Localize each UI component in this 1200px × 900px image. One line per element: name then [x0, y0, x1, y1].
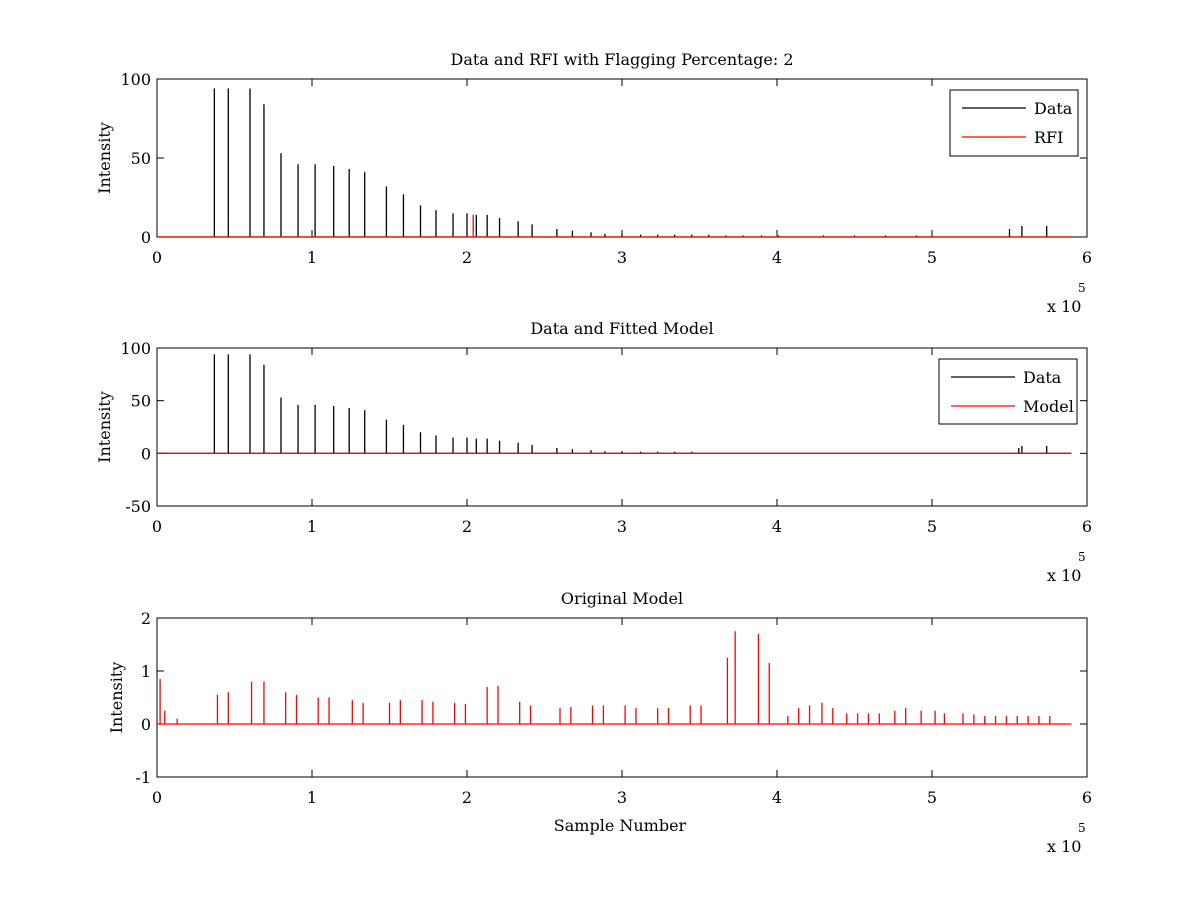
- x-tick-label: 3: [617, 517, 627, 536]
- plot-area: [157, 88, 1072, 237]
- x-tick-label: 1: [307, 517, 317, 536]
- y-tick-label: 100: [120, 339, 151, 358]
- x-exponent-label: x 10: [1047, 837, 1081, 856]
- legend-box: [949, 89, 1079, 157]
- x-tick-label: 4: [772, 248, 782, 267]
- chart-title: Data and RFI with Flagging Percentage: 2: [450, 50, 793, 69]
- axes-frame: [156, 347, 1088, 507]
- chart-title: Data and Fitted Model: [530, 319, 713, 338]
- y-tick-label: 100: [120, 70, 151, 89]
- series-1: [157, 631, 1072, 725]
- y-tick-label: 2: [141, 609, 151, 628]
- x-tick-label: 6: [1082, 517, 1092, 536]
- legend: Data RFI: [949, 89, 1079, 157]
- y-tick-label: 0: [141, 715, 151, 734]
- axes-frame: [156, 78, 1088, 238]
- subplot-2: Data and Fitted Model Intensity 0 1 2 3 4 5 6 -50…: [95, 319, 1092, 585]
- y-tick-label: 50: [131, 392, 151, 411]
- legend-label: Model: [1023, 397, 1074, 416]
- x-tick-label: 6: [1082, 248, 1092, 267]
- series-2: [157, 214, 1072, 237]
- legend-label: Data: [1023, 368, 1062, 387]
- x-tick-label: 1: [307, 788, 317, 807]
- x-tick-label: 0: [152, 517, 162, 536]
- legend-label: Data: [1034, 99, 1073, 118]
- series-1: [157, 88, 1072, 237]
- x-tick-label: 1: [307, 248, 317, 267]
- subplots: Data and RFI with Flagging Percentage: 2…: [95, 50, 1092, 856]
- x-tick-label: 5: [927, 248, 937, 267]
- x-exponent-power: 5: [1078, 550, 1086, 564]
- y-tick-label: 50: [131, 149, 151, 168]
- x-tick-label: 5: [927, 517, 937, 536]
- x-exponent-label: x 10: [1047, 566, 1081, 585]
- x-tick-label: 2: [462, 788, 472, 807]
- plot-area: [157, 354, 1072, 454]
- x-tick-label: 5: [927, 788, 937, 807]
- y-tick-label: -1: [135, 768, 151, 787]
- x-tick-label: 4: [772, 788, 782, 807]
- legend-box: [938, 358, 1078, 425]
- x-tick-label: 3: [617, 248, 627, 267]
- x-axis-label: Sample Number: [554, 816, 687, 835]
- x-tick-label: 0: [152, 248, 162, 267]
- y-axis-label: Intensity: [107, 662, 126, 734]
- x-exponent-label: x 10: [1047, 297, 1081, 316]
- legend: Data Model: [938, 358, 1078, 425]
- x-tick-label: 2: [462, 517, 472, 536]
- x-exponent-power: 5: [1078, 821, 1086, 835]
- axes-frame: [156, 617, 1088, 778]
- subplot-1: Data and RFI with Flagging Percentage: 2…: [95, 50, 1092, 316]
- x-tick-label: 3: [617, 788, 627, 807]
- y-axis-label: Intensity: [95, 122, 114, 194]
- x-tick-label: 2: [462, 248, 472, 267]
- x-tick-label: 6: [1082, 788, 1092, 807]
- x-tick-label: 4: [772, 517, 782, 536]
- y-axis-label: Intensity: [95, 391, 114, 463]
- y-tick-label: -50: [125, 497, 151, 516]
- plot-area: [157, 631, 1072, 725]
- y-tick-label: 0: [141, 228, 151, 247]
- chart-title: Original Model: [561, 589, 683, 608]
- legend-label: RFI: [1034, 128, 1063, 147]
- y-tick-label: 0: [141, 444, 151, 463]
- x-tick-label: 0: [152, 788, 162, 807]
- x-exponent-power: 5: [1078, 281, 1086, 295]
- y-tick-label: 1: [141, 662, 151, 681]
